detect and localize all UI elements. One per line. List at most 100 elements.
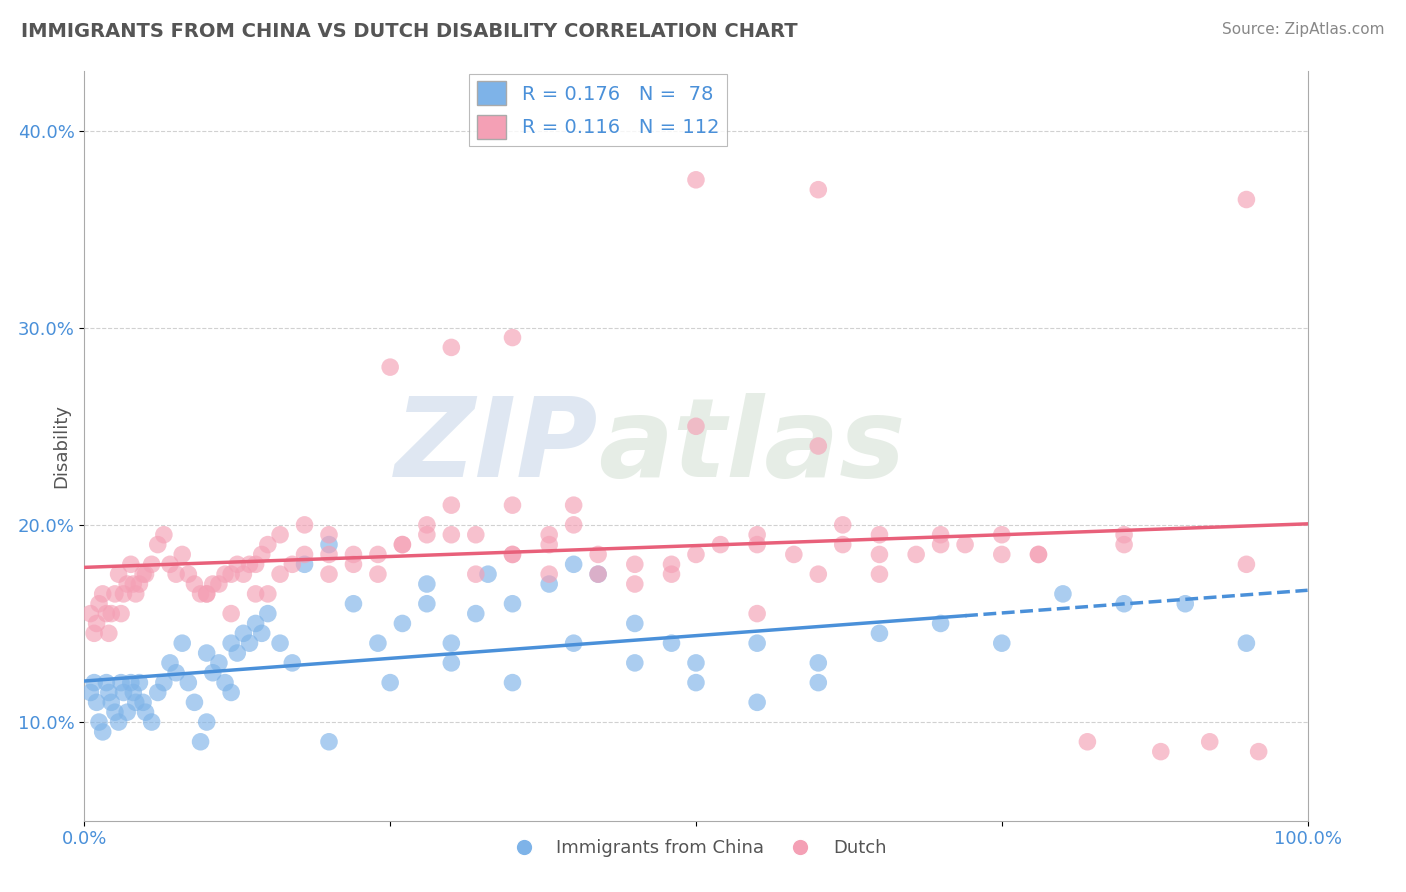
Point xyxy=(257,607,280,621)
Point xyxy=(269,567,291,582)
Point xyxy=(172,548,194,562)
Point xyxy=(807,183,830,197)
Point xyxy=(869,527,891,541)
Point xyxy=(929,538,952,552)
Point xyxy=(747,695,769,709)
Point xyxy=(159,656,181,670)
Point xyxy=(146,685,169,699)
Point xyxy=(172,636,194,650)
Point xyxy=(128,675,150,690)
Point xyxy=(586,548,609,562)
Point xyxy=(201,665,224,680)
Point xyxy=(464,567,486,582)
Point xyxy=(929,616,952,631)
Point xyxy=(132,695,155,709)
Point xyxy=(747,636,769,650)
Point xyxy=(464,527,486,541)
Point xyxy=(208,577,231,591)
Point xyxy=(96,675,118,690)
Point xyxy=(685,675,707,690)
Point xyxy=(783,548,806,562)
Point xyxy=(807,439,830,453)
Point xyxy=(219,607,242,621)
Point xyxy=(538,577,561,591)
Point xyxy=(807,675,830,690)
Point xyxy=(477,567,499,582)
Point xyxy=(214,567,236,582)
Point xyxy=(100,607,122,621)
Point xyxy=(79,607,101,621)
Point xyxy=(1236,558,1258,572)
Point xyxy=(624,656,647,670)
Point xyxy=(115,577,138,591)
Point xyxy=(869,626,891,640)
Point xyxy=(104,705,127,719)
Point xyxy=(141,714,163,729)
Point xyxy=(87,714,110,729)
Point xyxy=(747,538,769,552)
Point xyxy=(562,517,585,532)
Point xyxy=(991,636,1014,650)
Point xyxy=(1150,745,1173,759)
Point xyxy=(1052,587,1074,601)
Point xyxy=(562,558,585,572)
Point xyxy=(661,558,683,572)
Point xyxy=(586,567,609,582)
Point xyxy=(183,577,205,591)
Point xyxy=(238,558,260,572)
Point xyxy=(380,675,402,690)
Point xyxy=(1236,636,1258,650)
Point xyxy=(153,527,176,541)
Point xyxy=(440,656,463,670)
Point xyxy=(190,587,212,601)
Point xyxy=(318,527,340,541)
Point xyxy=(661,636,683,650)
Point xyxy=(159,558,181,572)
Point xyxy=(502,675,524,690)
Point xyxy=(747,607,769,621)
Point xyxy=(120,675,142,690)
Point xyxy=(685,173,707,187)
Point xyxy=(86,695,108,709)
Text: ZIP: ZIP xyxy=(395,392,598,500)
Point xyxy=(1028,548,1050,562)
Point xyxy=(141,558,163,572)
Point xyxy=(367,567,389,582)
Point xyxy=(1114,538,1136,552)
Point xyxy=(208,656,231,670)
Point xyxy=(153,675,176,690)
Point xyxy=(125,695,148,709)
Point xyxy=(122,577,145,591)
Point xyxy=(342,558,364,572)
Point xyxy=(214,675,236,690)
Point xyxy=(624,558,647,572)
Point xyxy=(440,636,463,650)
Point xyxy=(624,616,647,631)
Point xyxy=(1076,735,1098,749)
Point xyxy=(440,527,463,541)
Point xyxy=(245,558,267,572)
Point xyxy=(281,656,304,670)
Point xyxy=(747,527,769,541)
Point xyxy=(440,498,463,512)
Point xyxy=(226,558,249,572)
Point xyxy=(502,330,524,344)
Point xyxy=(709,538,731,552)
Point xyxy=(269,636,291,650)
Point xyxy=(440,340,463,354)
Point xyxy=(929,527,952,541)
Point xyxy=(1114,527,1136,541)
Point xyxy=(502,548,524,562)
Point xyxy=(538,567,561,582)
Point xyxy=(1236,193,1258,207)
Point xyxy=(238,636,260,650)
Point xyxy=(250,548,273,562)
Point xyxy=(165,665,187,680)
Point xyxy=(318,735,340,749)
Point xyxy=(991,527,1014,541)
Point xyxy=(135,705,157,719)
Point xyxy=(245,616,267,631)
Point xyxy=(318,548,340,562)
Point xyxy=(195,714,218,729)
Point xyxy=(219,685,242,699)
